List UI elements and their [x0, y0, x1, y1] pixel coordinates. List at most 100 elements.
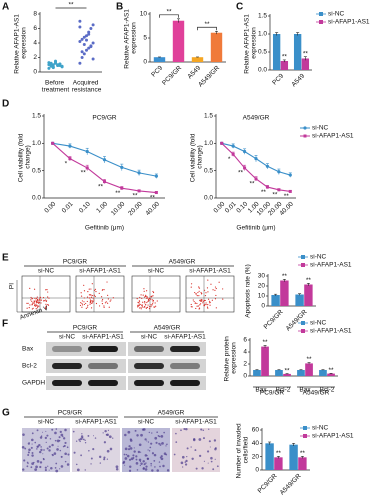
cytometry-dot [85, 302, 87, 305]
cytometry-dot [204, 299, 206, 302]
y-tick-label: 4 [33, 40, 37, 47]
legend-label: si-NC [312, 425, 329, 432]
cell-dot [88, 449, 90, 452]
cytometry-dot [195, 292, 197, 295]
cell-dot [208, 428, 210, 430]
cell-dot [146, 440, 148, 442]
group-label: A549/GR [154, 325, 181, 332]
y-tick-label: 0 [255, 467, 259, 474]
cell-dot [51, 453, 53, 456]
blot-strip [46, 342, 126, 356]
bar [327, 373, 335, 376]
cytometry-dot [191, 306, 193, 308]
cell-dot [54, 439, 57, 442]
x-tick-label: A549/GR [197, 64, 221, 88]
data-point [82, 35, 86, 39]
bar [275, 370, 283, 376]
y-tick-label: 0.5 [32, 167, 41, 174]
cell-dot [185, 459, 188, 463]
cell-dot [157, 434, 160, 437]
y-axis-label: Relative AFAP1-AS1 expression [13, 12, 27, 73]
group-label: A549/GR [303, 390, 330, 397]
cytometry-dot [142, 301, 144, 303]
cytometry-dot [194, 302, 197, 304]
cell-dot [31, 432, 34, 435]
cell-dot [146, 457, 149, 460]
cell-dot [207, 462, 209, 464]
cytometry-dot [91, 294, 94, 297]
cell-dot [203, 460, 205, 462]
cell-dot [123, 453, 126, 456]
cytometry-dot [206, 306, 209, 308]
cytometry-dot [199, 304, 201, 306]
cell-dot [165, 453, 168, 456]
cell-dot [40, 448, 43, 452]
cell-dot [99, 462, 102, 464]
cytometry-dot [46, 289, 48, 291]
cell-dot [124, 447, 128, 451]
cytometry-dot [146, 290, 148, 292]
point-marker [103, 180, 106, 184]
cell-dot [76, 468, 80, 472]
cytometry-dot [146, 301, 148, 304]
cell-dot [144, 454, 148, 457]
bar [274, 457, 283, 470]
cytometry-dot [38, 300, 40, 302]
cytometry-dot [80, 292, 82, 294]
cytometry-dot [35, 299, 37, 301]
cytometry-dot [144, 295, 147, 298]
point-marker [277, 188, 281, 192]
cell-dot [165, 445, 167, 447]
cytometry-dot [200, 291, 202, 294]
cell-dot [64, 460, 67, 463]
cell-dot [57, 445, 59, 447]
micrograph [72, 428, 120, 472]
significance: ** [166, 9, 172, 16]
cell-dot [56, 448, 59, 451]
legend-label: si-NC [328, 11, 345, 18]
legend-marker [319, 12, 323, 16]
cytometry-dot [141, 306, 144, 308]
cytometry-dot [36, 299, 38, 302]
legend-label: si-NC [310, 320, 327, 327]
cell-dot [212, 468, 215, 471]
x-tick-label: Acquired resistance [72, 79, 102, 93]
data-point [80, 37, 84, 41]
cell-dot [54, 466, 57, 469]
cell-dot [37, 445, 39, 448]
cytometry-dot [79, 304, 82, 307]
group-label: A549/GR [158, 410, 185, 417]
blot-band [170, 363, 200, 369]
cytometry-dot [192, 299, 194, 301]
cytometry-dot [103, 306, 105, 308]
cytometry-dot [38, 301, 41, 304]
cytometry-dot [36, 306, 39, 308]
x-tick-label: PC9/GR [161, 64, 183, 86]
cytometry-dot [146, 306, 149, 308]
cytometry-dot [143, 290, 145, 292]
cell-dot [81, 433, 83, 435]
cell-dot [127, 430, 131, 434]
bar [191, 57, 204, 62]
cytometry-dot [45, 300, 48, 302]
data-point [49, 61, 53, 65]
x-tick-label: 0.10 [78, 200, 92, 214]
cell-dot [93, 435, 95, 437]
cytometry-dot [29, 287, 31, 289]
cytometry-dot [222, 298, 224, 300]
cell-dot [55, 469, 59, 473]
cell-dot [80, 454, 83, 457]
cell-dot [175, 432, 177, 435]
cytometry-dot [144, 301, 146, 303]
cell-dot [109, 447, 113, 451]
cell-dot [129, 465, 132, 468]
cell-dot [140, 462, 143, 465]
cytometry-dot [86, 300, 88, 303]
cytometry-dot [215, 294, 217, 297]
point-marker [242, 149, 247, 154]
condition-label: si-NC [138, 419, 155, 426]
cell-dot [135, 458, 138, 461]
cytometry-dot [198, 295, 200, 297]
cytometry-dot [89, 299, 91, 301]
legend-marker [303, 426, 307, 430]
